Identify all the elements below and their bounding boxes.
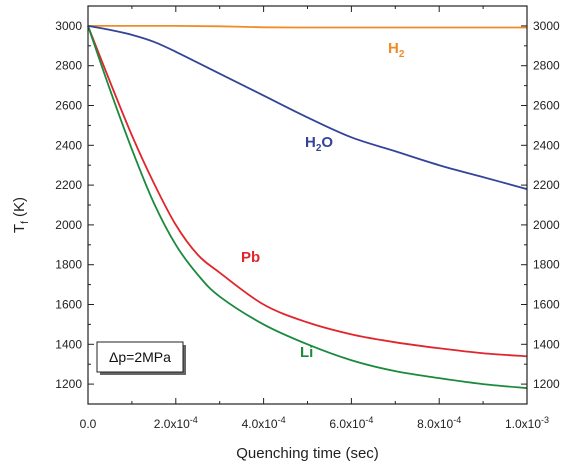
y-tick-label: 2200 xyxy=(55,178,82,192)
y-tick-label: 1200 xyxy=(55,377,82,391)
series-line-0 xyxy=(87,24,527,29)
y-tick-label: 2600 xyxy=(55,99,82,113)
y2-tick-label: 2000 xyxy=(533,218,560,232)
x-tick-label: 4.0x10-4 xyxy=(242,415,286,431)
y-tick-label: 1600 xyxy=(55,298,82,312)
y2-tick-label: 1600 xyxy=(533,298,560,312)
series-line-1 xyxy=(87,25,528,190)
y-tick-label: 1800 xyxy=(55,258,82,272)
plot-frame xyxy=(87,5,528,405)
x-tick-label: 1.0x10-3 xyxy=(505,415,549,431)
x-tick-label: 0.0 xyxy=(80,417,97,431)
y-tick-label: 3000 xyxy=(55,19,82,33)
y-tick-label: 2800 xyxy=(55,59,82,73)
y-tick-label: 1400 xyxy=(55,337,82,351)
y2-tick-labels: 1200 1400 1600 1800 2000 2200 2400 2600 2800 3000 xyxy=(533,19,560,391)
series-label-1: H2O xyxy=(305,134,333,154)
series-labels: H2 H2O Pb Li xyxy=(241,40,405,361)
y2-tick-label: 1800 xyxy=(533,258,560,272)
x-tick-labels: 0.0 2.0x10-4 4.0x10-4 6.0x10-4 8.0x10-4 1.0x1… xyxy=(80,415,549,431)
series-line-3 xyxy=(87,25,528,389)
annotation-text: Δp=2MPa xyxy=(109,349,171,365)
y2-tick-label: 1200 xyxy=(533,377,560,391)
x-tick-label: 2.0x10-4 xyxy=(154,415,198,431)
y2-tick-label: 2400 xyxy=(533,138,560,152)
y-tick-label: 2000 xyxy=(55,218,82,232)
y-axis-label: Tf (K) xyxy=(11,197,31,233)
series-label-2: Pb xyxy=(241,249,260,266)
y2-tick-label: 3000 xyxy=(533,19,560,33)
y-tick-labels: 1200 1400 1600 1800 2000 2200 2400 2600 2800 3000 xyxy=(55,19,82,391)
y2-tick-label: 1400 xyxy=(533,337,560,351)
x-axis-label: Quenching time (sec) xyxy=(236,445,379,462)
y2-tick-label: 2600 xyxy=(533,99,560,113)
series-label-3: Li xyxy=(300,344,313,361)
x-tick-label: 6.0x10-4 xyxy=(329,415,373,431)
annotation-box: Δp=2MPa xyxy=(96,341,186,375)
y2-tick-label: 2800 xyxy=(533,59,560,73)
series-line-2 xyxy=(87,25,528,358)
series-lines xyxy=(87,24,528,389)
y2-tick-label: 2200 xyxy=(533,178,560,192)
series-label-0: H2 xyxy=(388,40,405,60)
y-tick-label: 2400 xyxy=(55,138,82,152)
x-tick-label: 8.0x10-4 xyxy=(417,415,461,431)
